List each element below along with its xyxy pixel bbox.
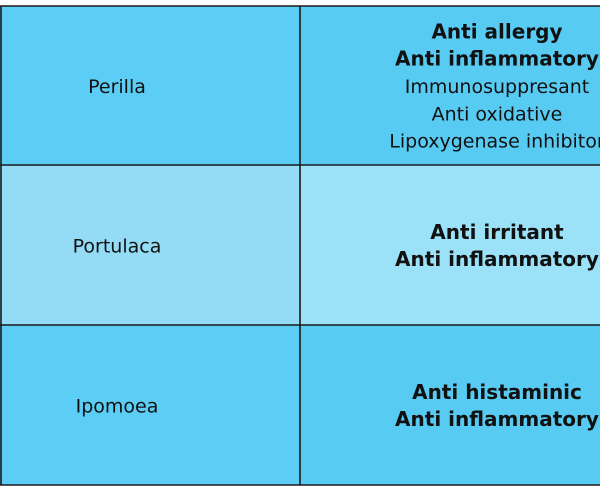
row-name: Ipomoea bbox=[76, 396, 159, 418]
cell-bg bbox=[0, 325, 300, 485]
row-name: Portulaca bbox=[73, 236, 162, 258]
cell-bg bbox=[300, 165, 600, 325]
effect: Anti histaminic bbox=[412, 380, 582, 404]
effect: Anti allergy bbox=[431, 19, 562, 43]
effect: Anti inflammatory bbox=[395, 47, 599, 71]
cell-bg bbox=[0, 165, 300, 325]
cell-bg bbox=[0, 6, 300, 165]
effect: Immunosuppresant bbox=[405, 76, 590, 98]
effect: Anti oxidative bbox=[432, 103, 563, 125]
effect: Anti inflammatory bbox=[395, 247, 599, 271]
cell-bg bbox=[300, 325, 600, 485]
effect: Anti inflammatory bbox=[395, 407, 599, 431]
row-name: Perilla bbox=[88, 76, 146, 98]
cell-bg bbox=[300, 6, 600, 165]
effect: Anti irritant bbox=[430, 220, 564, 244]
effect: Lipoxygenase inhibitor bbox=[389, 131, 600, 153]
